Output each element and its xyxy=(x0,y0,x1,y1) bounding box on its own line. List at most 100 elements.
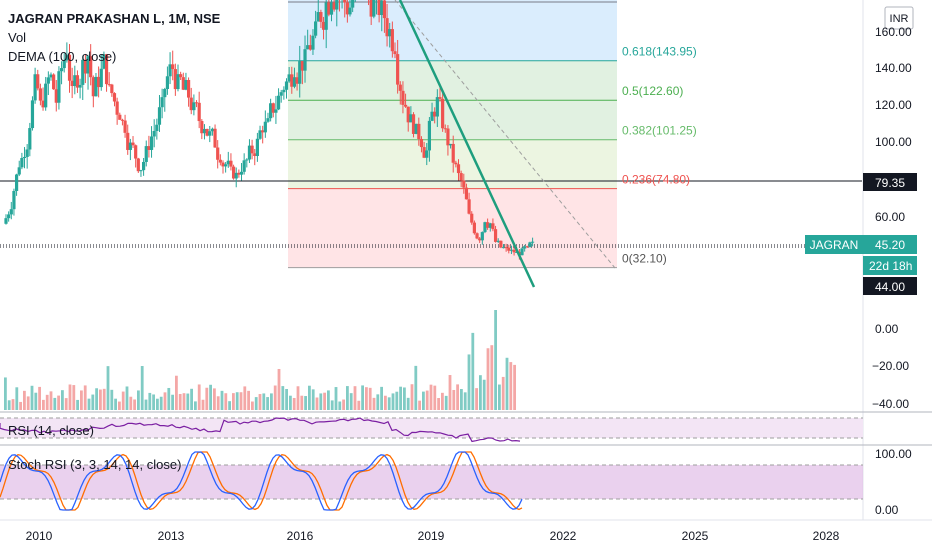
price-tick-100: 100.00 xyxy=(875,135,912,149)
candle-body xyxy=(226,160,230,165)
volume-bar xyxy=(361,385,364,410)
candle-body xyxy=(163,88,167,98)
candle-body xyxy=(218,159,222,163)
trend-line[interactable] xyxy=(398,0,536,288)
stoch-k-line xyxy=(0,451,523,511)
candle-body xyxy=(269,103,273,119)
volume-bar xyxy=(45,394,49,410)
fib-level-label: 0.236(74.80) xyxy=(622,173,690,187)
candle-body xyxy=(54,89,58,103)
candle-body xyxy=(401,90,405,105)
fib-diagonal-line[interactable] xyxy=(394,0,616,269)
volume-bar xyxy=(494,310,497,410)
candle-body xyxy=(491,223,495,230)
stoch-rsi-label[interactable]: Stoch RSI (3, 3, 14, 14, close) xyxy=(8,457,181,472)
volume-bar xyxy=(490,345,494,410)
volume-bar xyxy=(163,392,167,410)
candle-body xyxy=(184,79,188,90)
time-tick-2025: 2025 xyxy=(682,529,709,543)
level-badge-text: 79.35 xyxy=(875,176,905,190)
volume-bar xyxy=(323,392,326,410)
time-tick-2022: 2022 xyxy=(550,529,577,543)
volume-bar xyxy=(53,397,57,410)
volume-bar xyxy=(281,386,285,410)
candle-body xyxy=(110,84,114,94)
volume-bar xyxy=(251,401,254,410)
candle-body xyxy=(171,64,175,70)
candle-body xyxy=(28,128,32,150)
volume-bar xyxy=(501,376,505,410)
volume-bar xyxy=(509,362,513,410)
low-badge xyxy=(863,277,917,295)
price-tick-140: 140.00 xyxy=(875,61,912,75)
volume-bar xyxy=(159,396,163,410)
price-tick-160: 160.00 xyxy=(875,25,912,39)
candle-body xyxy=(242,160,246,172)
candle-body xyxy=(239,171,244,175)
volume-bar xyxy=(380,386,383,410)
candle-body xyxy=(33,74,37,101)
candle-body xyxy=(324,2,328,30)
volume-bar xyxy=(444,395,448,410)
countdown-badge xyxy=(863,256,917,275)
volume-bar xyxy=(410,384,414,410)
candle-body xyxy=(483,222,487,233)
currency-button[interactable] xyxy=(884,6,914,30)
candle-body xyxy=(351,0,355,8)
volume-bar xyxy=(167,387,171,410)
volume-bar xyxy=(498,384,501,410)
candle-body xyxy=(369,0,373,17)
volume-bar xyxy=(61,390,64,410)
volume-bar xyxy=(247,390,250,410)
volume-bar xyxy=(49,391,53,410)
candle-body xyxy=(459,173,463,181)
volume-bar xyxy=(213,388,216,410)
candle-body xyxy=(454,162,458,165)
volume-bar xyxy=(418,400,421,410)
candle-body xyxy=(173,69,177,90)
fib-zone xyxy=(288,0,617,61)
volume-bar xyxy=(110,389,114,410)
indicator-vol-label[interactable]: Vol xyxy=(8,30,26,45)
candle-body xyxy=(104,54,109,85)
candle-body xyxy=(181,77,185,90)
candle-body xyxy=(472,222,476,234)
candle-body xyxy=(20,158,24,168)
candle-body xyxy=(168,64,172,77)
rsi-label[interactable]: RSI (14, close) xyxy=(8,423,94,438)
candle-body xyxy=(245,159,249,161)
stoch-tick-0: 0.00 xyxy=(875,503,899,517)
candle-body xyxy=(493,229,498,242)
volume-bar xyxy=(471,332,475,410)
volume-bar xyxy=(296,386,300,410)
candle-body xyxy=(425,150,429,158)
candle-body xyxy=(205,128,209,136)
candle-body xyxy=(486,222,490,228)
candle-body xyxy=(523,246,527,249)
candle-body xyxy=(59,68,64,72)
fib-level-label: 0.382(101.25) xyxy=(622,124,697,138)
candle-body xyxy=(271,103,275,113)
volume-bar xyxy=(425,390,429,410)
candle-body xyxy=(139,170,143,172)
symbol-badge-text: JAGRAN xyxy=(810,238,859,252)
volume-bar xyxy=(365,387,368,410)
volume-bar xyxy=(437,398,440,410)
volume-tick-minus20: −20.00 xyxy=(872,359,909,373)
candle-body xyxy=(81,59,85,85)
volume-bar xyxy=(121,391,125,410)
volume-bar xyxy=(57,395,60,410)
volume-bar xyxy=(441,392,444,410)
fib-zone xyxy=(288,60,617,101)
candle-body xyxy=(509,249,514,251)
stoch-d-line xyxy=(0,451,523,511)
volume-bar xyxy=(15,387,19,410)
indicator-dema-label[interactable]: DEMA (100, close) xyxy=(8,49,116,64)
candle-body xyxy=(290,74,294,87)
candle-body xyxy=(385,18,389,37)
candle-body xyxy=(49,74,53,78)
candle-body xyxy=(266,118,270,122)
volume-bar xyxy=(224,393,228,410)
time-tick-2010: 2010 xyxy=(26,529,53,543)
